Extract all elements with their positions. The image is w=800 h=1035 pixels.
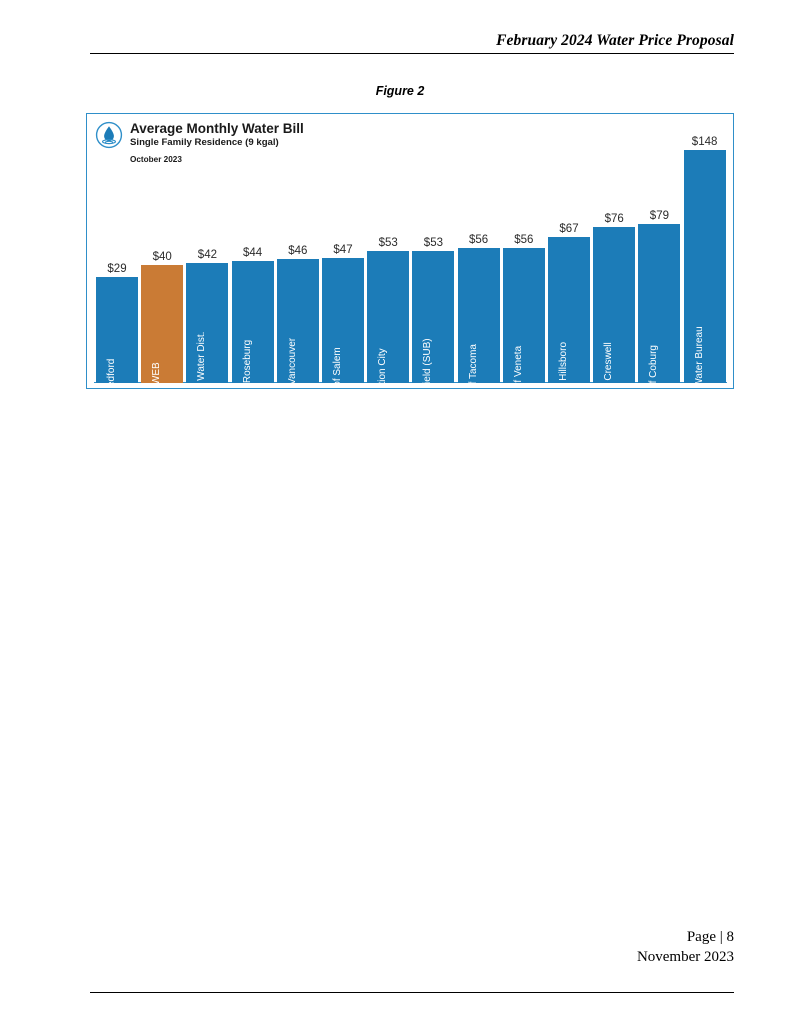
header-title: February 2024 Water Price Proposal bbox=[496, 32, 734, 49]
bar-value-label: $67 bbox=[559, 222, 579, 235]
bar-value-label: $79 bbox=[649, 209, 669, 222]
bar-eweb: $40 EWEB bbox=[141, 251, 184, 383]
bar-category-label: City of Tacoma bbox=[467, 344, 479, 383]
bar-category-label: City of Veneta bbox=[512, 345, 524, 383]
bar-rect: EWEB bbox=[141, 265, 184, 383]
bar-value-label: $76 bbox=[604, 212, 624, 225]
bar-category-label: City of Hillsboro bbox=[558, 341, 569, 383]
footer-page-number: Page | 8 bbox=[686, 929, 734, 945]
bar-city-of-vancouver: $46 City of Vancouver bbox=[276, 245, 319, 383]
bar-city-of-salem: $47 City of Salem bbox=[322, 244, 364, 383]
bar-rect: City of Tacoma bbox=[457, 248, 500, 383]
bar-rect: City of Salem bbox=[322, 257, 364, 383]
bar-rect: Portland Water Bureau bbox=[683, 150, 726, 383]
chart-date: October 2023 bbox=[130, 154, 182, 164]
bar-rect: Rainbow Water Dist. bbox=[186, 263, 229, 383]
header-divider bbox=[90, 53, 734, 54]
bar-value-label: $46 bbox=[288, 244, 308, 257]
bar-value-label: $40 bbox=[152, 251, 172, 264]
footer-divider bbox=[90, 991, 734, 993]
bar-value-label: $56 bbox=[514, 234, 534, 247]
bar-category-label: EWEB bbox=[151, 362, 163, 383]
chart-figure: Average Monthly Water Bill Single Family… bbox=[86, 113, 734, 389]
chart-plot-area: $29 Medford $40 EWEB $42 Rainbow Water Dist. $… bbox=[94, 118, 727, 383]
bar-rect: City of Creswell bbox=[593, 226, 636, 383]
chart-title: Average Monthly Water Bill bbox=[130, 121, 304, 136]
bar-value-label: $47 bbox=[333, 243, 353, 256]
page-header: February 2024 Water Price Proposal bbox=[90, 32, 734, 54]
figure-caption: Figure 2 bbox=[375, 84, 425, 98]
bar-rect: Junction City bbox=[367, 251, 410, 383]
bar-city-of-tacoma: $56 City of Tacoma bbox=[457, 234, 500, 383]
bar-city-of-hillsboro: $67 City of Hillsboro bbox=[548, 223, 590, 383]
page-footer: Page | 8 November 2023 bbox=[90, 928, 734, 993]
water-droplet-icon bbox=[95, 121, 123, 149]
bar-category-label: Portland Water Bureau bbox=[693, 326, 705, 383]
bar-rect: Medford bbox=[96, 277, 138, 383]
bar-category-label: City of Roseburg bbox=[241, 339, 253, 383]
chart-title-block: Average Monthly Water Bill Single Family… bbox=[95, 120, 304, 164]
bar-category-label: City of Salem bbox=[332, 347, 343, 383]
bar-medford: $29 Medford bbox=[96, 263, 138, 383]
bar-value-label: $42 bbox=[197, 249, 217, 262]
bar-city-of-creswell: $76 City of Creswell bbox=[593, 213, 636, 383]
bar-category-label: Junction City bbox=[377, 348, 389, 383]
bar-rect: City of Veneta bbox=[502, 248, 545, 383]
bar-value-label: $148 bbox=[691, 136, 718, 149]
bar-rect: City of Hillsboro bbox=[548, 236, 590, 383]
bar-rect: Springfield (SUB) bbox=[412, 251, 455, 383]
bar-rect: City of Vancouver bbox=[276, 258, 319, 383]
bar-city-of-veneta: $56 City of Veneta bbox=[502, 234, 545, 383]
footer-date: November 2023 bbox=[636, 948, 734, 965]
bar-category-label: Medford bbox=[106, 358, 117, 383]
bar-rect: City of Roseburg bbox=[231, 261, 274, 383]
bar-city-of-roseburg: $44 City of Roseburg bbox=[231, 247, 274, 383]
bar-category-label: City of Creswell bbox=[603, 342, 615, 383]
bar-value-label: $53 bbox=[378, 237, 398, 250]
bar-rect: City of Coburg bbox=[638, 223, 681, 383]
bar-rainbow-water-dist: $42 Rainbow Water Dist. bbox=[186, 249, 229, 383]
bar-city-of-coburg: $79 City of Coburg bbox=[638, 210, 681, 383]
bar-value-label: $29 bbox=[107, 263, 127, 276]
bar-category-label: Springfield (SUB) bbox=[422, 338, 434, 383]
bar-junction-city: $53 Junction City bbox=[367, 237, 410, 383]
chart-subtitle: Single Family Residence (9 kgal) bbox=[130, 136, 279, 148]
bar-category-label: Rainbow Water Dist. bbox=[196, 331, 208, 383]
bar-category-label: City of Coburg bbox=[648, 345, 660, 383]
bar-springfield-sub: $53 Springfield (SUB) bbox=[412, 237, 455, 383]
bar-category-label: City of Vancouver bbox=[286, 337, 298, 383]
bar-value-label: $53 bbox=[423, 237, 443, 250]
bar-value-label: $44 bbox=[243, 247, 263, 260]
bar-value-label: $56 bbox=[469, 234, 489, 247]
chart-axis-line bbox=[94, 381, 727, 383]
bar-portland-water-bureau: $148 Portland Water Bureau bbox=[683, 136, 726, 383]
